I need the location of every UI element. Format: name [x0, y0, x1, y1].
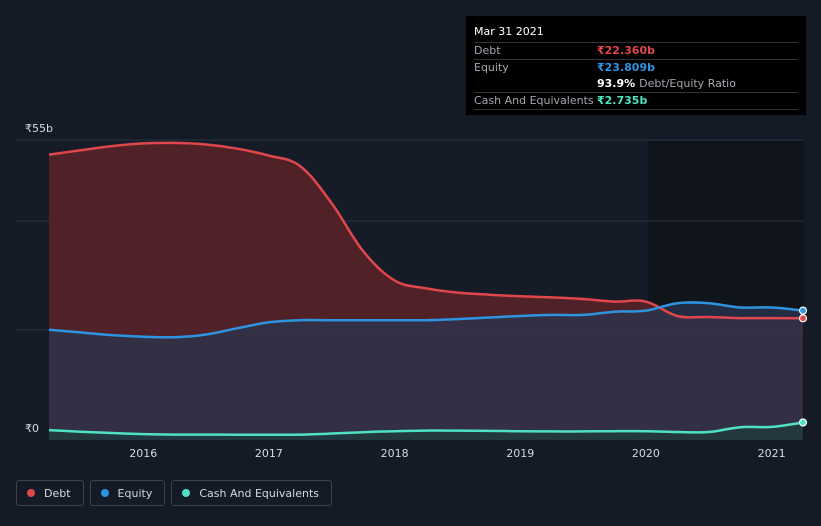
legend-label-debt: Debt: [44, 486, 71, 500]
x-tick-label-2020: 2020: [632, 447, 660, 460]
end-marker-equity: [798, 306, 808, 315]
chart-legend: Debt Equity Cash And Equivalents: [16, 480, 332, 506]
legend-label-cash: Cash And Equivalents: [199, 486, 319, 500]
area-equity: [49, 302, 803, 440]
legend-dot-debt: [27, 489, 35, 497]
tooltip-ratio-value: 93.9%: [597, 77, 636, 90]
legend-item-cash[interactable]: Cash And Equivalents: [171, 480, 332, 506]
tooltip-ratio-label: Debt/Equity Ratio: [639, 77, 736, 90]
line-equity: [48, 301, 804, 339]
tooltip-row-cash: Cash And Equivalents ₹2.735b: [474, 93, 798, 110]
end-marker-debt: [798, 314, 808, 323]
tooltip-row-ratio: 93.9% Debt/Equity Ratio: [474, 76, 798, 93]
legend-dot-equity: [100, 489, 109, 497]
tooltip-row-debt: Debt ₹22.360b: [474, 43, 798, 60]
line-debt: [48, 141, 804, 320]
legend-item-equity[interactable]: Equity: [89, 480, 166, 506]
tooltip-cash-value: ₹2.735b: [597, 94, 648, 107]
x-tick-label-2019: 2019: [506, 447, 534, 460]
legend-dot-cash: [182, 489, 191, 497]
tooltip-debt-value: ₹22.360b: [597, 44, 655, 57]
tooltip-row-equity: Equity ₹23.809b: [474, 60, 798, 76]
x-tick-label-2016: 2016: [129, 447, 157, 460]
tooltip-equity-label: Equity: [474, 61, 509, 74]
x-tick-label-2021: 2021: [758, 447, 786, 460]
legend-label-equity: Equity: [117, 486, 153, 500]
legend-item-debt[interactable]: Debt: [16, 480, 84, 506]
y-tick-label-zero: ₹0: [25, 422, 39, 435]
y-tick-label-top: ₹55b: [25, 122, 53, 135]
tooltip-cash-label: Cash And Equivalents: [474, 94, 594, 107]
tooltip-panel: Mar 31 2021 Debt ₹22.360b Equity ₹23.809…: [466, 16, 806, 115]
tooltip-date: Mar 31 2021: [474, 24, 798, 43]
end-marker-cash: [798, 418, 808, 427]
tooltip-equity-value: ₹23.809b: [597, 61, 655, 74]
x-tick-label-2018: 2018: [381, 447, 409, 460]
tooltip-debt-label: Debt: [474, 44, 501, 57]
x-tick-label-2017: 2017: [255, 447, 283, 460]
line-cash: [48, 421, 804, 437]
